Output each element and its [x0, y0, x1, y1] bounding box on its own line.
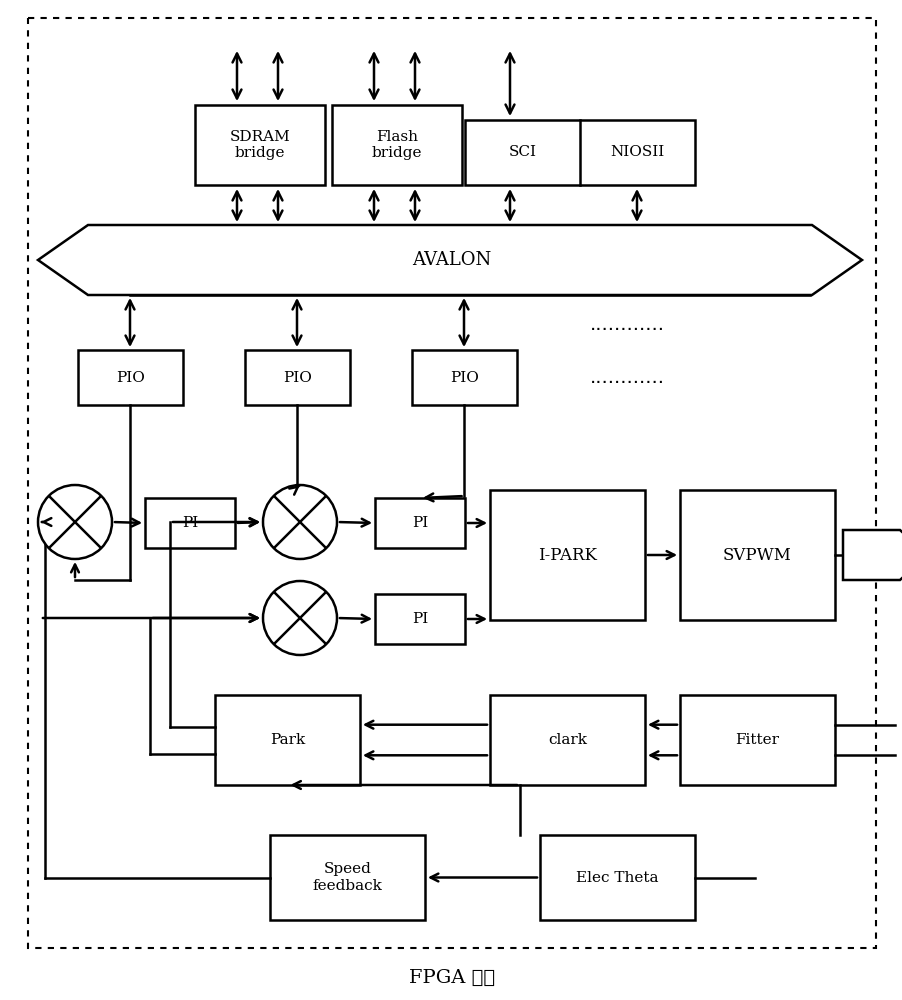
Bar: [270, 835, 425, 920]
Bar: [244, 350, 350, 405]
Text: SDRAM
bridge: SDRAM bridge: [229, 130, 290, 160]
Text: SVPWM: SVPWM: [723, 546, 791, 564]
Text: NIOSII: NIOSII: [610, 145, 664, 159]
Text: Park: Park: [270, 733, 305, 747]
Text: PI: PI: [411, 516, 428, 530]
Bar: [332, 105, 462, 185]
Circle shape: [38, 485, 112, 559]
Text: PIO: PIO: [116, 370, 145, 384]
Circle shape: [262, 581, 336, 655]
Bar: [374, 498, 465, 548]
Text: PIO: PIO: [282, 370, 311, 384]
Text: clark: clark: [548, 733, 586, 747]
Text: Flash
bridge: Flash bridge: [372, 130, 422, 160]
Text: FPGA 芯片: FPGA 芯片: [409, 969, 494, 987]
Bar: [374, 594, 465, 644]
Bar: [145, 498, 235, 548]
Bar: [490, 490, 644, 620]
Text: PIO: PIO: [449, 370, 478, 384]
Polygon shape: [842, 530, 902, 580]
Text: I-PARK: I-PARK: [538, 546, 596, 564]
Text: AVALON: AVALON: [412, 251, 491, 269]
Text: ............: ............: [589, 316, 664, 334]
Bar: [679, 490, 834, 620]
Text: ............: ............: [589, 368, 664, 387]
Text: PI: PI: [411, 612, 428, 626]
Text: SCI: SCI: [508, 145, 536, 159]
Bar: [490, 695, 644, 785]
Polygon shape: [38, 225, 861, 295]
Text: Fitter: Fitter: [735, 733, 778, 747]
Text: Elec Theta: Elec Theta: [575, 870, 658, 884]
Bar: [539, 835, 695, 920]
Bar: [679, 695, 834, 785]
Bar: [411, 350, 517, 405]
Bar: [215, 695, 360, 785]
Text: PI: PI: [181, 516, 198, 530]
Bar: [465, 120, 695, 185]
Circle shape: [262, 485, 336, 559]
Text: Speed
feedback: Speed feedback: [312, 862, 382, 893]
Bar: [78, 350, 183, 405]
Bar: [195, 105, 325, 185]
